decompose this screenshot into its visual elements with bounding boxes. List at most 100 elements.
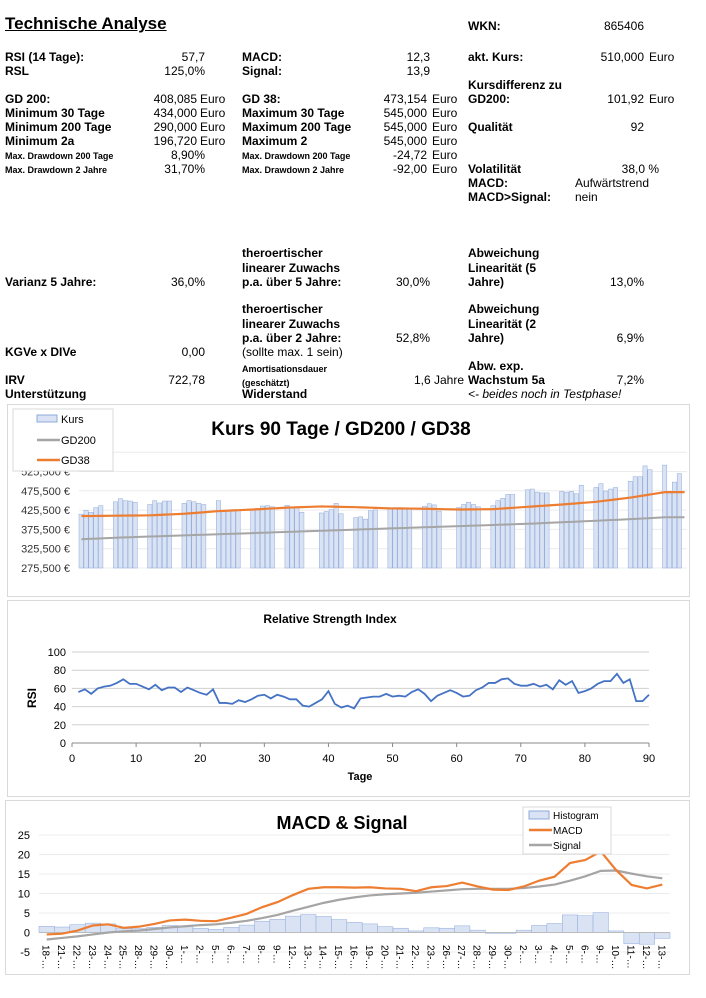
rsl-label: RSL — [5, 64, 29, 78]
x-tick-label: 22-… — [70, 945, 81, 969]
kurs-bar — [372, 509, 378, 569]
x-tick-label: 30 — [258, 753, 270, 765]
x-tick-label: 70 — [515, 753, 527, 765]
signal-label: Signal: — [242, 64, 283, 78]
histogram-bar — [638, 932, 655, 945]
kurs-bar — [225, 510, 231, 569]
histogram-bar — [254, 920, 271, 933]
chart-title: MACD & Signal — [276, 813, 407, 833]
kurs-bar — [466, 501, 471, 569]
histogram-bar — [38, 926, 55, 933]
histogram-bar — [192, 927, 209, 933]
x-tick-label: 27-… — [455, 945, 466, 969]
histogram-bar — [361, 923, 378, 933]
kurs-bar — [338, 513, 344, 569]
histogram-bar — [654, 932, 671, 939]
irv-label: IRV — [5, 373, 25, 387]
y-tick-label: 20 — [54, 720, 66, 732]
legend-signal: Signal — [553, 841, 581, 852]
histogram-bar — [531, 925, 548, 933]
x-tick-label: 5-… — [209, 945, 220, 964]
kurs-bar — [78, 513, 84, 569]
zuwachs2-label-1: theroertischer — [242, 302, 323, 316]
histogram-bar — [546, 923, 563, 933]
y-tick-label: 5 — [24, 908, 30, 920]
abwexp-value: 7,2% — [616, 373, 644, 387]
kurs-bar — [613, 487, 619, 569]
zuwachs2-note: (sollte max. 1 sein) — [242, 345, 343, 359]
kurs-bar — [132, 501, 138, 569]
y-tick-label: 15 — [18, 869, 30, 881]
kurs-bar — [676, 473, 682, 569]
gd38-line — [81, 491, 685, 518]
x-tick-label: 2-… — [517, 945, 528, 964]
legend-box — [12, 408, 114, 472]
kurs-unit: Euro — [649, 50, 675, 64]
x-tick-label: 13-… — [655, 945, 666, 969]
kurs-bar — [402, 508, 408, 569]
kurs-bar — [524, 489, 530, 569]
kurs-bar — [632, 476, 638, 569]
x-tick-label: 6-… — [224, 945, 235, 964]
histogram-bar — [423, 927, 440, 933]
x-tick-label: 60 — [451, 753, 463, 765]
histogram-bar — [300, 914, 317, 933]
kurs-bar — [593, 487, 599, 569]
legend-gd38: GD38 — [61, 455, 90, 467]
y-tick-label: 40 — [54, 702, 66, 714]
kurs-bar — [323, 511, 329, 569]
y-tick-label: 425,500 € — [21, 505, 70, 517]
kurs-chart: 275,500 € 325,500 € 375,500 € 425,500 € 475,… — [7, 404, 690, 597]
kurs-bar — [627, 481, 633, 569]
rsi-label: RSI (14 Tage): — [5, 50, 85, 64]
legend-histogram-swatch — [528, 810, 550, 820]
abw2-label-2: Linearität (2 — [468, 317, 537, 331]
kurs-bar — [456, 507, 462, 569]
x-tick-label: 80 — [579, 753, 591, 765]
kurs-bar — [642, 465, 648, 569]
y-tick-label: 375,500 € — [21, 524, 70, 536]
kurs-bar — [426, 503, 432, 569]
x-tick-label: 29-… — [147, 945, 158, 969]
kurs-bar — [152, 500, 158, 569]
max200-unit: Euro — [432, 120, 458, 134]
kurs-bar — [608, 488, 614, 569]
kurs-bar — [368, 510, 373, 569]
x-tick-label: 24-… — [101, 945, 112, 969]
macd-trend-value: Aufwärtstrend — [575, 176, 650, 190]
dd2-unit-2: Euro — [432, 162, 458, 176]
kurs-bar — [235, 510, 241, 569]
kurs-bar — [250, 508, 256, 569]
kurs-bar — [539, 492, 545, 569]
gd200-line — [81, 516, 685, 541]
varianz-label: Varianz 5 Jahre: — [5, 275, 97, 289]
kgve-label: KGVe x DIVe — [5, 345, 77, 359]
unterstuetzung-label: Unterstützung — [5, 387, 87, 401]
kurs-bar — [363, 518, 368, 569]
min30-label: Minimum 30 Tage — [5, 106, 105, 120]
kurs-bar — [505, 494, 511, 569]
kurs-bar — [667, 492, 672, 569]
gd38-value: 473,154 — [383, 92, 427, 106]
x-tick-label: 1-… — [178, 945, 189, 964]
gd38-label: GD 38: — [242, 92, 281, 106]
x-tick-label: 9-… — [271, 945, 282, 964]
kurs-bar — [421, 506, 427, 569]
histogram-bar — [346, 922, 363, 933]
x-tick-label: 21-… — [55, 945, 66, 969]
x-tick-label: 30-… — [163, 945, 174, 969]
y-tick-label: -5 — [20, 947, 30, 959]
max200-label: Maximum 200 Tage — [242, 120, 352, 134]
irv-value: 722,78 — [168, 373, 205, 387]
x-tick-label: 4-… — [548, 945, 559, 964]
legend-histogram: Histogram — [553, 811, 599, 822]
testphase-note: <- beides noch in Testphase! — [468, 387, 622, 401]
x-tick-label: 30-… — [501, 945, 512, 969]
x-tick-label: 19-… — [363, 945, 374, 969]
y-tick-label: 80 — [54, 665, 66, 677]
abw5-label-3: Jahre) — [468, 275, 505, 289]
x-tick-label: 28-… — [132, 945, 143, 969]
histogram-bar — [454, 925, 471, 933]
kurs-value: 510,000 — [600, 50, 644, 64]
zuwachs5-label-3: p.a. über 5 Jahre: — [242, 275, 342, 289]
